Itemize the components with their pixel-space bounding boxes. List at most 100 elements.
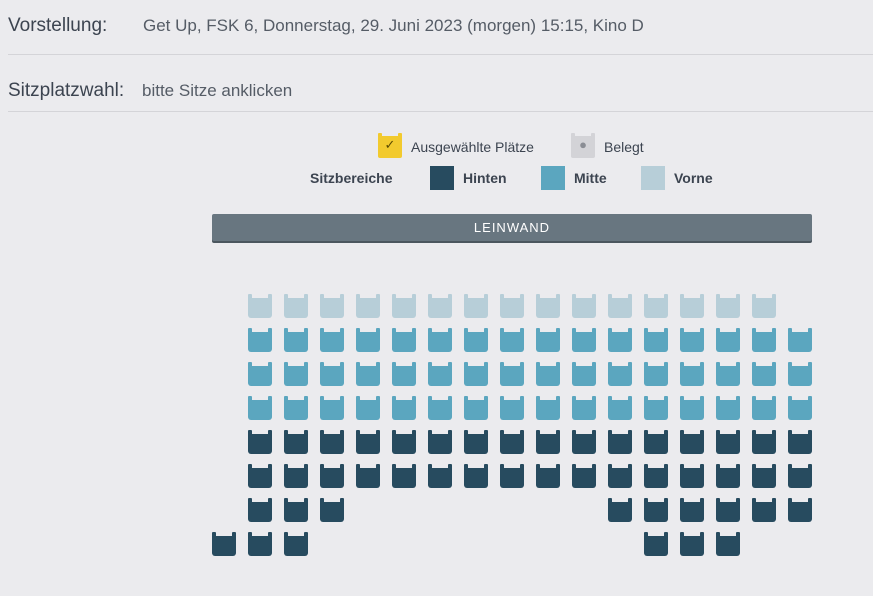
seat-vorne[interactable] xyxy=(572,294,596,318)
seat-vorne[interactable] xyxy=(320,294,344,318)
seat-hinten[interactable] xyxy=(284,498,308,522)
seat-hinten[interactable] xyxy=(788,498,812,522)
seat-hinten[interactable] xyxy=(608,464,632,488)
seat-vorne[interactable] xyxy=(284,294,308,318)
seat-mitte[interactable] xyxy=(464,328,488,352)
seat-vorne[interactable] xyxy=(428,294,452,318)
seat-mitte[interactable] xyxy=(680,396,704,420)
seat-vorne[interactable] xyxy=(248,294,272,318)
seat-hinten[interactable] xyxy=(284,430,308,454)
seat-vorne[interactable] xyxy=(464,294,488,318)
seat-hinten[interactable] xyxy=(248,430,272,454)
seat-mitte[interactable] xyxy=(644,328,668,352)
seat-mitte[interactable] xyxy=(788,328,812,352)
seat-hinten[interactable] xyxy=(752,430,776,454)
seat-vorne[interactable] xyxy=(680,294,704,318)
seat-hinten[interactable] xyxy=(716,532,740,556)
seat-mitte[interactable] xyxy=(428,396,452,420)
seat-hinten[interactable] xyxy=(284,532,308,556)
seat-mitte[interactable] xyxy=(536,362,560,386)
seat-vorne[interactable] xyxy=(536,294,560,318)
seat-hinten[interactable] xyxy=(716,464,740,488)
seat-hinten[interactable] xyxy=(680,464,704,488)
seat-hinten[interactable] xyxy=(752,464,776,488)
seat-mitte[interactable] xyxy=(752,362,776,386)
seat-hinten[interactable] xyxy=(320,430,344,454)
seat-hinten[interactable] xyxy=(644,464,668,488)
seat-mitte[interactable] xyxy=(428,328,452,352)
seat-hinten[interactable] xyxy=(680,532,704,556)
seat-hinten[interactable] xyxy=(392,430,416,454)
seat-mitte[interactable] xyxy=(356,396,380,420)
seat-hinten[interactable] xyxy=(536,430,560,454)
seat-vorne[interactable] xyxy=(752,294,776,318)
seat-mitte[interactable] xyxy=(356,362,380,386)
seat-mitte[interactable] xyxy=(572,362,596,386)
seat-vorne[interactable] xyxy=(608,294,632,318)
seat-hinten[interactable] xyxy=(644,532,668,556)
seat-hinten[interactable] xyxy=(356,464,380,488)
seat-mitte[interactable] xyxy=(752,328,776,352)
seat-vorne[interactable] xyxy=(644,294,668,318)
seat-mitte[interactable] xyxy=(572,396,596,420)
seat-mitte[interactable] xyxy=(428,362,452,386)
seat-mitte[interactable] xyxy=(716,396,740,420)
seat-mitte[interactable] xyxy=(716,362,740,386)
seat-mitte[interactable] xyxy=(644,396,668,420)
seat-hinten[interactable] xyxy=(572,430,596,454)
seat-mitte[interactable] xyxy=(248,362,272,386)
seat-vorne[interactable] xyxy=(716,294,740,318)
seat-hinten[interactable] xyxy=(428,430,452,454)
seat-mitte[interactable] xyxy=(392,362,416,386)
seat-mitte[interactable] xyxy=(752,396,776,420)
seat-mitte[interactable] xyxy=(680,328,704,352)
seat-hinten[interactable] xyxy=(356,430,380,454)
seat-hinten[interactable] xyxy=(248,464,272,488)
seat-mitte[interactable] xyxy=(284,362,308,386)
seat-hinten[interactable] xyxy=(716,430,740,454)
seat-mitte[interactable] xyxy=(320,362,344,386)
seat-mitte[interactable] xyxy=(356,328,380,352)
seat-hinten[interactable] xyxy=(392,464,416,488)
seat-mitte[interactable] xyxy=(788,362,812,386)
seat-mitte[interactable] xyxy=(572,328,596,352)
seat-mitte[interactable] xyxy=(788,396,812,420)
seat-mitte[interactable] xyxy=(680,362,704,386)
seat-mitte[interactable] xyxy=(284,396,308,420)
seat-hinten[interactable] xyxy=(644,498,668,522)
seat-mitte[interactable] xyxy=(284,328,308,352)
seat-hinten[interactable] xyxy=(248,532,272,556)
seat-mitte[interactable] xyxy=(500,328,524,352)
seat-hinten[interactable] xyxy=(500,464,524,488)
seat-hinten[interactable] xyxy=(320,498,344,522)
seat-hinten[interactable] xyxy=(572,464,596,488)
seat-hinten[interactable] xyxy=(284,464,308,488)
seat-vorne[interactable] xyxy=(356,294,380,318)
seat-mitte[interactable] xyxy=(608,328,632,352)
seat-mitte[interactable] xyxy=(392,396,416,420)
seat-hinten[interactable] xyxy=(212,532,236,556)
seat-hinten[interactable] xyxy=(464,464,488,488)
seat-mitte[interactable] xyxy=(248,396,272,420)
seat-hinten[interactable] xyxy=(680,430,704,454)
seat-hinten[interactable] xyxy=(608,430,632,454)
seat-mitte[interactable] xyxy=(536,396,560,420)
seat-mitte[interactable] xyxy=(464,362,488,386)
seat-hinten[interactable] xyxy=(428,464,452,488)
seat-mitte[interactable] xyxy=(644,362,668,386)
seat-hinten[interactable] xyxy=(788,464,812,488)
seat-hinten[interactable] xyxy=(608,498,632,522)
seat-hinten[interactable] xyxy=(536,464,560,488)
seat-mitte[interactable] xyxy=(248,328,272,352)
seat-mitte[interactable] xyxy=(464,396,488,420)
seat-hinten[interactable] xyxy=(644,430,668,454)
seat-mitte[interactable] xyxy=(716,328,740,352)
seat-mitte[interactable] xyxy=(500,396,524,420)
seat-mitte[interactable] xyxy=(392,328,416,352)
seat-mitte[interactable] xyxy=(320,328,344,352)
seat-hinten[interactable] xyxy=(680,498,704,522)
seat-hinten[interactable] xyxy=(500,430,524,454)
seat-vorne[interactable] xyxy=(500,294,524,318)
seat-hinten[interactable] xyxy=(788,430,812,454)
seat-mitte[interactable] xyxy=(536,328,560,352)
